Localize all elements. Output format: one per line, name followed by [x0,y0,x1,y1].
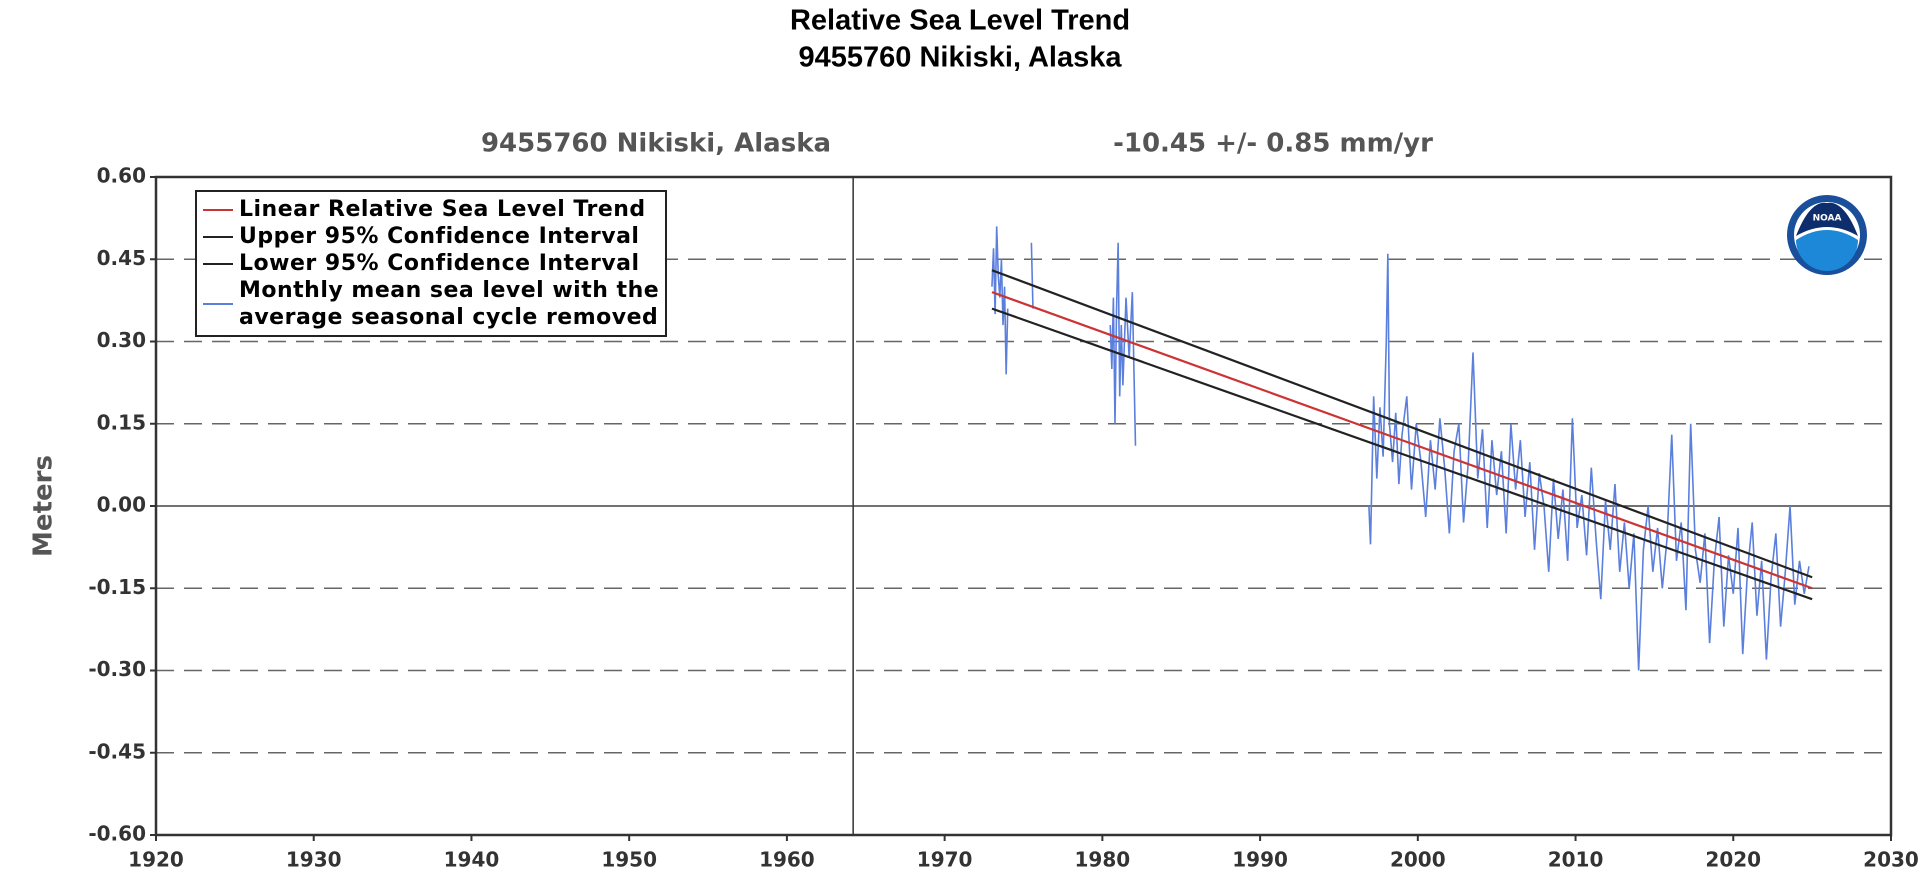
x-tick-label: 2000 [1390,848,1446,872]
series-line [991,291,1813,590]
legend-label: Monthly mean sea level with the average … [239,278,660,330]
y-tick-label: -0.60 [88,822,146,846]
x-tick-label: 1960 [759,848,815,872]
x-tick-label: 1970 [917,848,973,872]
noaa-logo: NOAA [1787,195,1867,275]
y-axis-label: Meters [29,455,59,557]
legend-label: Upper 95% Confidence Interval [239,224,640,249]
series-line [991,269,1813,579]
legend: Linear Relative Sea Level Trend Upper 95%… [195,190,668,337]
chart-title: 9455760 Nikiski, Alaska [798,42,1122,74]
x-tick-label: 2030 [1863,848,1919,872]
svg-text:NOAA: NOAA [1813,214,1842,224]
y-tick-label: 0.45 [97,246,146,270]
legend-label: Lower 95% Confidence Interval [239,251,640,276]
y-tick-label: -0.15 [88,575,146,599]
legend-swatch [203,262,233,265]
x-tick-label: 1990 [1232,848,1288,872]
y-tick-label: -0.30 [88,657,146,681]
chart-title: Relative Sea Level Trend [790,5,1130,37]
legend-swatch [203,208,233,211]
legend-swatch [203,235,233,238]
y-tick-label: 0.15 [97,410,146,434]
legend-label: Linear Relative Sea Level Trend [239,197,646,222]
y-tick-label: -0.45 [88,739,146,763]
x-tick-label: 1920 [128,848,184,872]
legend-item: Lower 95% Confidence Interval [203,250,659,277]
series-line [991,307,1813,601]
legend-item: Upper 95% Confidence Interval [203,223,659,250]
plot-frame [154,175,1893,837]
y-tick-label: 0.60 [97,164,146,188]
x-tick-label: 2020 [1705,848,1761,872]
subtitle: -10.45 +/- 0.85 mm/yr [1113,129,1433,159]
legend-swatch [203,303,233,305]
x-tick-label: 2010 [1548,848,1604,872]
x-tick-label: 1930 [286,848,342,872]
y-tick-label: 0.30 [97,328,146,352]
subtitle: 9455760 Nikiski, Alaska [481,129,831,159]
x-tick-label: 1940 [444,848,500,872]
x-tick-label: 1980 [1075,848,1131,872]
series-line [991,226,1810,671]
legend-item: Monthly mean sea level with the average … [203,277,659,331]
y-tick-label: 0.00 [97,493,146,517]
x-tick-label: 1950 [601,848,657,872]
legend-item: Linear Relative Sea Level Trend [203,196,659,223]
